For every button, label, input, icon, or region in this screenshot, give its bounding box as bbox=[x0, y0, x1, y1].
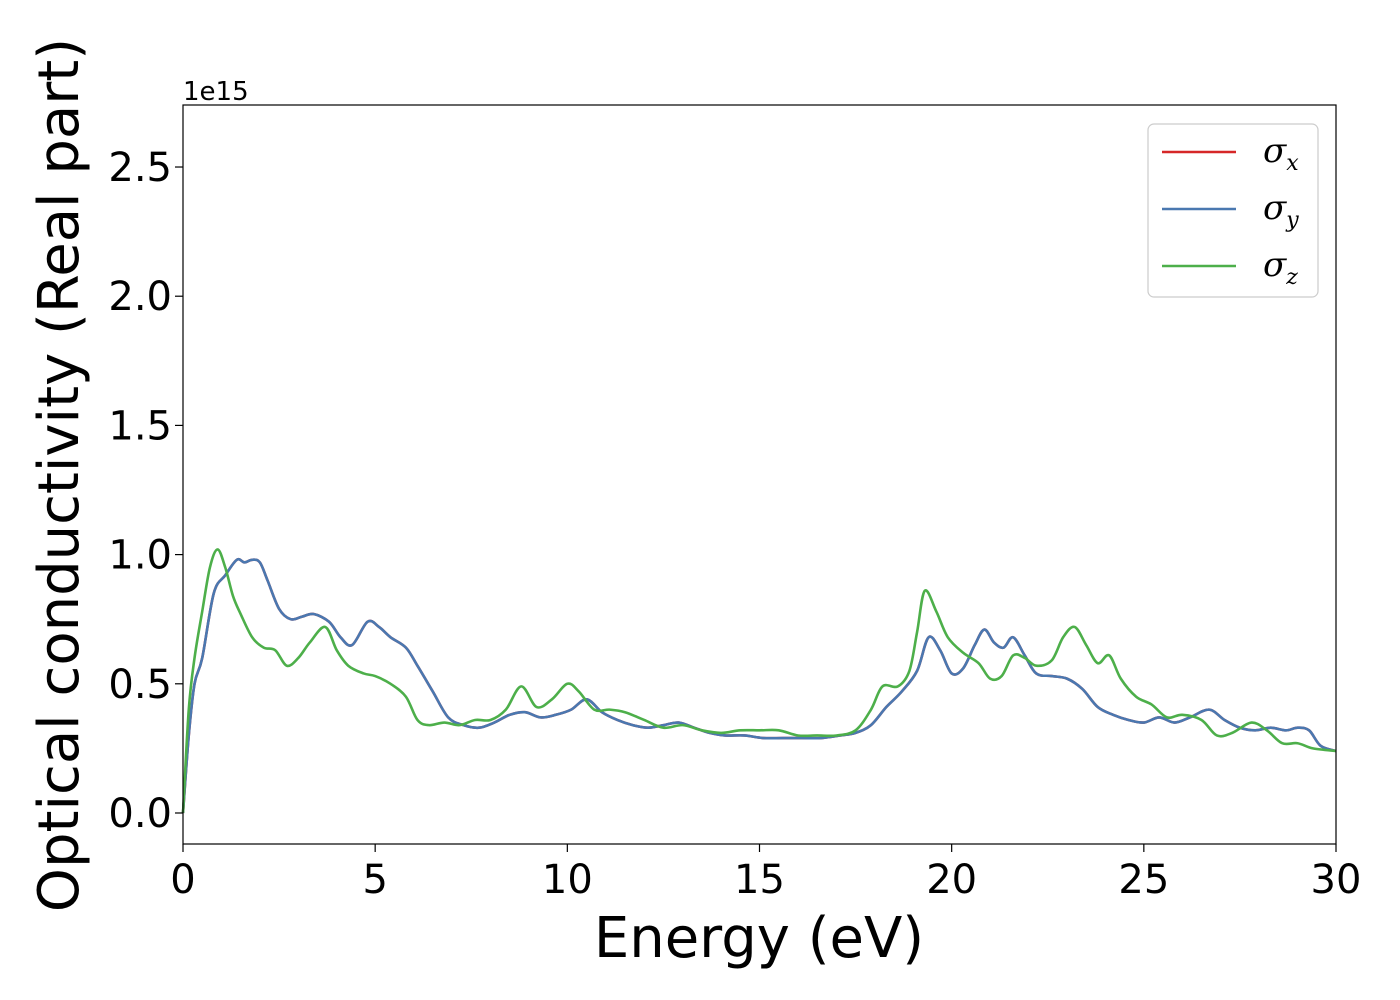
x-tick-label: 25 bbox=[1118, 857, 1169, 903]
series-layer bbox=[181, 548, 1337, 814]
legend-frame bbox=[1147, 123, 1319, 298]
x-axis-title: Energy (eV) bbox=[594, 906, 924, 971]
y-axis-offset-label: 1e15 bbox=[183, 77, 249, 107]
x-tick-label: 30 bbox=[1311, 857, 1362, 903]
series-line-z bbox=[181, 548, 1337, 814]
y-axis-title: Optical conductivity (Real part) bbox=[27, 38, 92, 912]
y-tick-label: 2.0 bbox=[108, 274, 172, 320]
x-tick-label: 15 bbox=[734, 857, 785, 903]
x-tick-label: 0 bbox=[170, 857, 195, 903]
series-line-y bbox=[181, 557, 1337, 814]
legend-label-z: σz bbox=[1263, 245, 1298, 290]
y-axis-ticks: 0.0 0.5 1.0 1.5 2.0 2.5 bbox=[108, 145, 183, 837]
legend-items: σx σy σz bbox=[1162, 131, 1299, 290]
x-tick-label: 20 bbox=[926, 857, 977, 903]
y-tick-label: 1.5 bbox=[108, 403, 172, 449]
legend-label-x: σx bbox=[1263, 131, 1299, 176]
series-line-x bbox=[181, 557, 1337, 814]
y-tick-label: 1.0 bbox=[108, 533, 172, 579]
y-tick-label: 0.5 bbox=[108, 662, 172, 708]
y-tick-label: 2.5 bbox=[108, 145, 172, 191]
y-tick-label: 0.0 bbox=[108, 791, 172, 837]
x-tick-label: 5 bbox=[362, 857, 387, 903]
legend-label-y: σy bbox=[1263, 188, 1299, 233]
x-axis-ticks: 0 5 10 15 20 25 30 bbox=[170, 844, 1361, 903]
legend: σx σy σz bbox=[1147, 123, 1319, 298]
x-tick-label: 10 bbox=[542, 857, 593, 903]
